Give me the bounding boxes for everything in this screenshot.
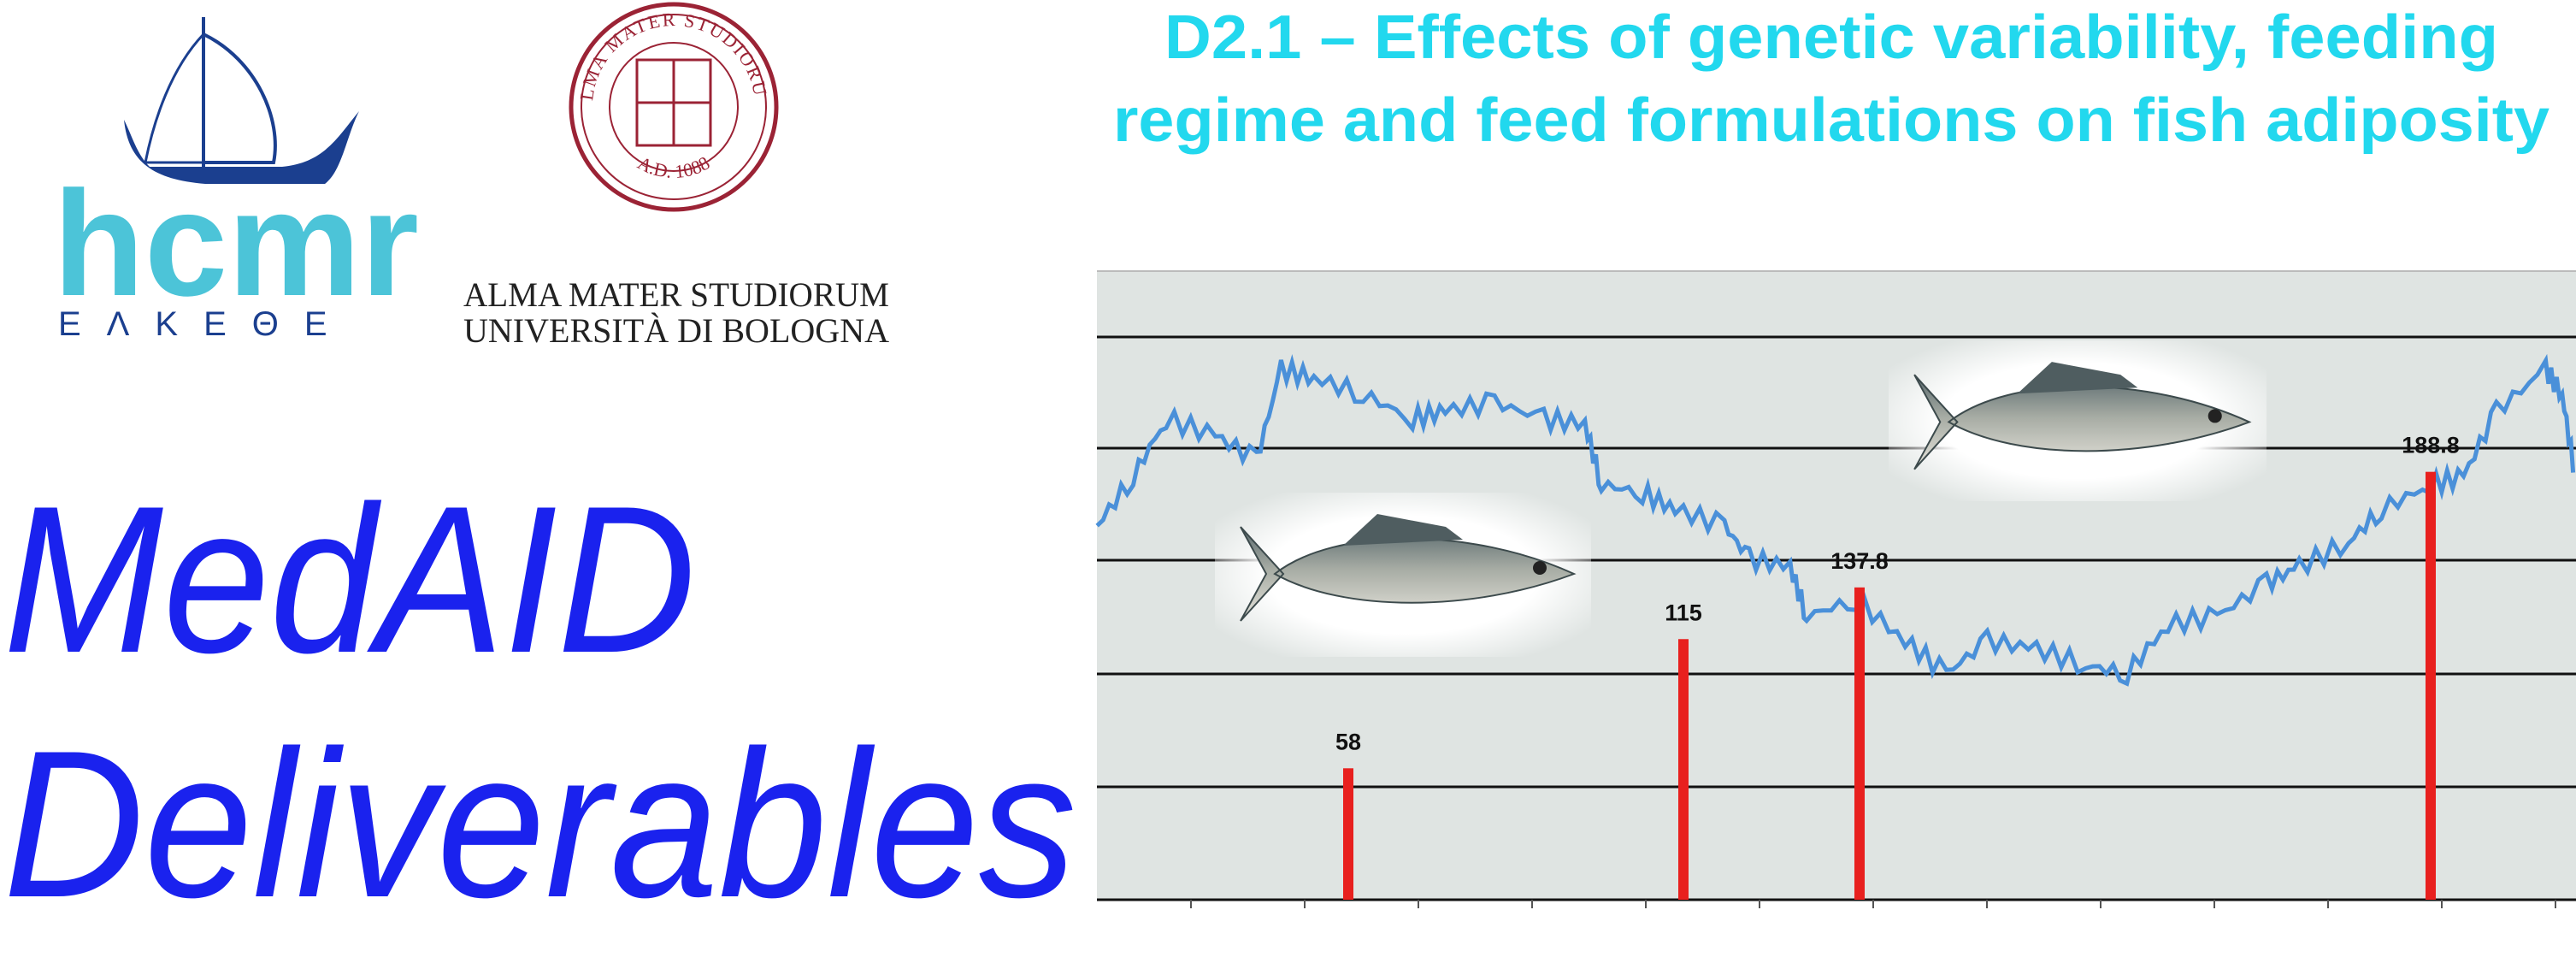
seal-top: ALMA MATER STUDIORUM (0, 0, 769, 102)
seal-text: A.D. 1088 (634, 151, 713, 182)
hcmr-logo: hcmr ΕΛΚΕΘΕ (53, 17, 419, 343)
chart-panel: 58 115 137.8 188.8 (1095, 270, 2576, 908)
bar-label: 188.8 (2402, 433, 2460, 458)
logo-name: hcmr (53, 161, 419, 328)
seal-text: ALMA MATER STUDIORUM (0, 0, 771, 102)
fish-picture (1889, 340, 2267, 501)
fish-picture (1215, 493, 1591, 657)
bar (2426, 471, 2436, 900)
background-line (1095, 353, 2576, 687)
fish-eye (2208, 409, 2222, 423)
main-title: MedAID (3, 462, 696, 696)
fish-eye (1533, 561, 1547, 575)
bar-label: 137.8 (1830, 548, 1889, 574)
bar (1854, 587, 1865, 900)
main-title: Deliverables (3, 706, 1076, 941)
deliverable-line: regime and feed formulations on fish adi… (1113, 86, 2549, 155)
unibo-line: UNIVERSITÀ DI BOLOGNA (463, 311, 889, 350)
bar-label: 115 (1665, 600, 1702, 625)
fish-fin (1343, 514, 1463, 546)
bar (1343, 768, 1353, 900)
fish-fin (2017, 362, 2138, 394)
deliverable-line: D2.1 – Effects of genetic variability, f… (1164, 3, 2498, 72)
bar-label: 58 (1335, 729, 1361, 754)
seal-bottom: A.D. 1088 (634, 151, 713, 182)
bar (1678, 639, 1689, 900)
logo-subtitle: ΕΛΚΕΘΕ (58, 305, 353, 343)
unibo-line: ALMA MATER STUDIORUM (463, 275, 889, 314)
